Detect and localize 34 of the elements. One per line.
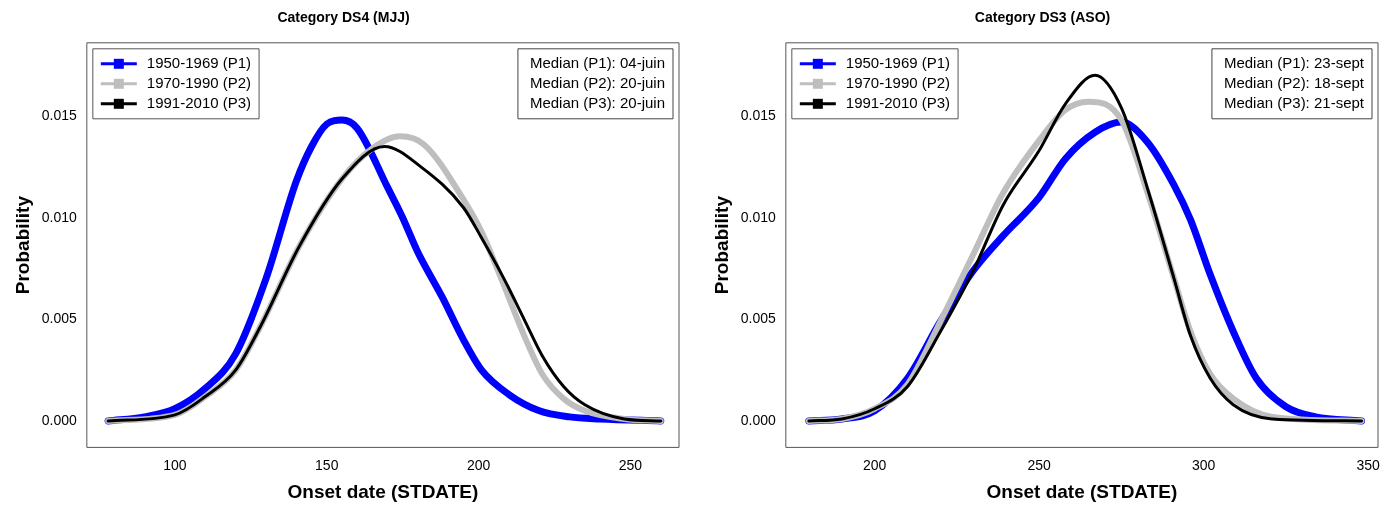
annotation: Median (P1): 04-juin xyxy=(529,53,665,71)
annotation: Median (P2): 20-juin xyxy=(529,73,665,91)
x-tick-label: 150 xyxy=(315,456,339,473)
x-tick-label: 200 xyxy=(862,456,887,473)
legend-label: 1970-1990 (P2) xyxy=(845,73,951,91)
legend-label: 1950-1969 (P1) xyxy=(146,53,252,71)
x-tick-label: 300 xyxy=(1191,456,1216,473)
y-tick-label: 0.010 xyxy=(740,208,777,225)
y-tick-label: 0.010 xyxy=(41,208,78,225)
annotation: Median (P2): 18-sept xyxy=(1223,73,1365,91)
y-tick-label: 0.015 xyxy=(41,106,78,123)
annotation: Median (P3): 20-juin xyxy=(529,93,665,111)
y-tick-label: 0.005 xyxy=(41,310,78,327)
x-axis-title: Onset date (STDATE) xyxy=(287,480,479,502)
x-tick-label: 250 xyxy=(1027,456,1052,473)
y-axis-title: Probability xyxy=(11,195,33,295)
x-axis-title: Onset date (STDATE) xyxy=(986,480,1178,502)
y-tick-label: 0.005 xyxy=(740,310,777,327)
legend-label: 1970-1990 (P2) xyxy=(146,73,252,91)
y-tick-label: 0.015 xyxy=(740,106,777,123)
annotation: Median (P3): 21-sept xyxy=(1223,93,1365,111)
legend-label: 1991-2010 (P3) xyxy=(146,93,252,111)
x-tick-label: 250 xyxy=(618,456,643,473)
y-axis-title: Probability xyxy=(710,195,732,295)
legend-label: 1950-1969 (P1) xyxy=(845,53,951,71)
chart-title: Category DS4 (MJJ) xyxy=(277,9,410,26)
annotation: Median (P1): 23-sept xyxy=(1223,53,1365,71)
y-tick-label: 0.000 xyxy=(740,411,777,428)
y-tick-label: 0.000 xyxy=(41,411,78,428)
chart-title: Category DS3 (ASO) xyxy=(974,9,1111,26)
x-tick-label: 100 xyxy=(163,456,187,473)
x-tick-label: 200 xyxy=(466,456,491,473)
x-tick-label: 350 xyxy=(1356,456,1381,473)
legend-label: 1991-2010 (P3) xyxy=(845,93,951,111)
